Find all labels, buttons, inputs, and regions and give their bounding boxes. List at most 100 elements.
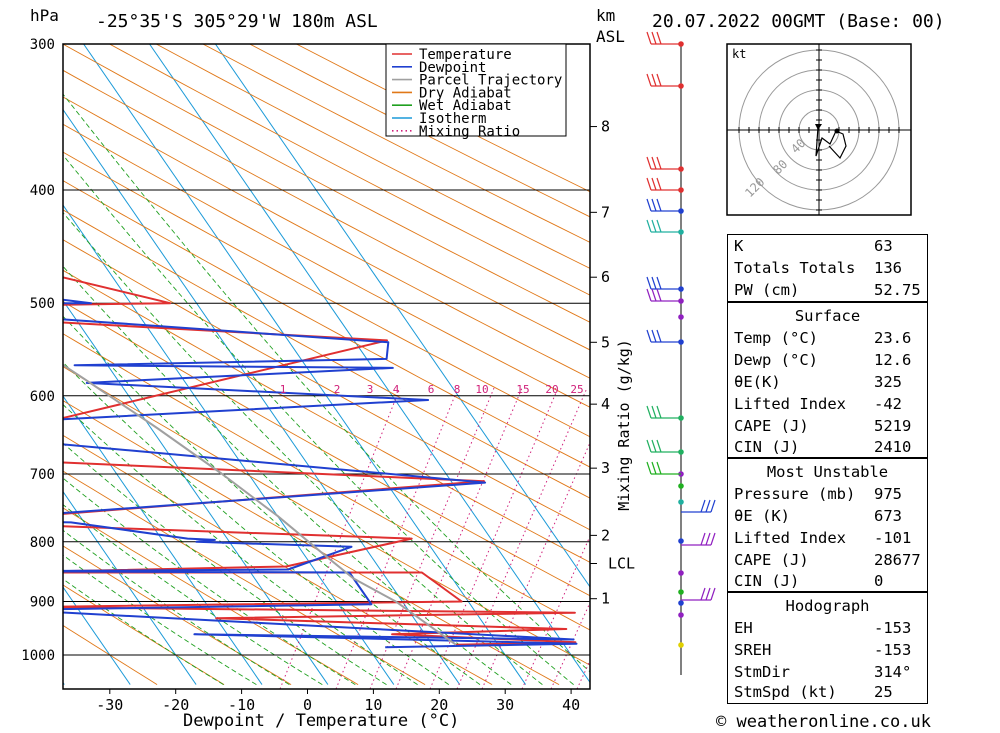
wet-adiabat-line [63,361,450,685]
index-label: PW (cm) [734,281,800,299]
wind-barb [646,73,681,87]
hodograph-marker [815,124,822,130]
wet-adiabat-line [63,93,590,673]
wet-adiabat-line [63,265,512,685]
wind-barb [646,461,681,475]
wind-level-dot [678,538,684,544]
pressure-tick-label: 800 [30,535,55,551]
hodograph-stats-value: -153 [874,641,912,659]
surface-label: θE(K) [734,373,781,391]
surface-box: Surface Temp (°C) 23.6 Dewp (°C) 12.6 θE… [727,302,928,458]
legend-label: Dewpoint [419,60,486,76]
altitude-tick-label: 7 [601,203,610,221]
altitude-tick-label: 2 [601,526,610,544]
most-unstable-label: CIN (J) [734,572,800,590]
legend-label: Temperature [419,47,512,63]
altitude-tick-label: 5 [601,333,610,351]
wind-barb [681,499,716,513]
legend-label: Parcel Trajectory [419,73,562,89]
most-unstable-value: 28677 [874,551,921,569]
isotherm-line [83,44,527,685]
wind-barb [646,31,681,45]
mixing-ratio-label: 8 [454,383,461,396]
altitude-tick-label: 4 [601,395,610,413]
dry-adiabat-line [63,366,590,666]
most-unstable-label: Lifted Index [734,529,846,547]
surface-value: 325 [874,373,902,391]
surface-label: Temp (°C) [734,329,818,347]
mixing-ratio-line [429,387,559,689]
most-unstable-label: Pressure (mb) [734,485,856,503]
wet-adiabat-line [63,154,574,685]
wind-barb [646,276,681,290]
mixing-ratio-label: 15 [516,383,529,396]
series-line-dewpoint [63,298,578,649]
dry-adiabat-line [108,44,590,296]
wet-adiabat-line [63,442,387,685]
dry-adiabat-line [63,239,590,531]
legend-label: Wet Adiabat [419,98,512,114]
wet-adiabat-line [63,529,290,685]
wet-adiabat-line [63,578,224,685]
isotherm-line [63,490,197,685]
surface-value: 12.6 [874,351,912,369]
x-tick-label: -30 [96,696,123,714]
altitude-tick-label: 8 [601,118,610,136]
wind-barb [646,219,681,233]
x-tick-label: -10 [228,696,255,714]
pressure-tick-label: 900 [30,595,55,611]
mixing-ratio-label: 10 [475,383,488,396]
wind-level-dot [678,589,684,595]
most-unstable-value: 975 [874,485,902,503]
series-line-temperature [63,276,577,646]
x-tick-label: -20 [162,696,189,714]
x-axis-title: Dewpoint / Temperature (°C) [183,711,460,731]
surface-label: CAPE (J) [734,417,809,435]
mixing-ratio-label: 1 [280,383,287,396]
plot-frame [62,43,591,690]
dry-adiabat-line [63,301,590,597]
surface-value: 5219 [874,417,912,435]
km-unit-label: km [596,6,616,25]
hodograph-stats-value: -153 [874,619,912,637]
mixing-ratio-label: 20 [545,383,558,396]
dry-adiabat-line [63,507,359,685]
mixing-ratio-label: 4 [393,383,400,396]
mixing-ratio-axis-title: Mixing Ratio (g/kg) [615,339,633,511]
legend-label: Isotherm [419,111,486,127]
dry-adiabat-line [63,180,590,468]
dry-adiabat-line [63,624,158,685]
isotherm-line [148,44,590,684]
mixing-ratio-label: 25 [570,383,583,396]
wind-barb [646,156,681,170]
dry-adiabat-line [63,584,225,685]
dry-adiabat-line [63,69,590,351]
surface-value: -42 [874,395,902,413]
copyright-link[interactable]: © weatheronline.co.uk [716,712,931,732]
wind-barb [646,329,681,343]
index-value: 52.75 [874,281,921,299]
x-tick-label: 30 [496,696,514,714]
isotherm-line [63,108,461,685]
most-unstable-title: Most Unstable [766,463,889,481]
most-unstable-box: Most Unstable Pressure (mb) 975 θE (K) 6… [727,458,928,592]
most-unstable-label: θE (K) [734,507,790,525]
legend-label: Mixing Ratio [419,124,520,140]
most-unstable-value: 0 [874,572,884,590]
dry-adiabat-line [63,96,590,379]
altitude-tick-label: 3 [601,459,610,477]
hodograph-stats-value: 314° [874,663,912,681]
hodograph-stats-label: SREH [734,641,772,659]
dry-adiabat-line [248,44,590,218]
x-tick-label: 20 [430,696,448,714]
pressure-tick-label: 500 [30,296,55,312]
indices-box: K 63 Totals Totals 136 PW (cm) 52.75 [727,234,928,302]
asl-unit-label: ASL [596,27,625,46]
index-value: 63 [874,237,893,255]
altitude-tick-label: LCL [608,554,635,572]
dry-adiabat-line [63,400,560,685]
isotherm-line [63,395,263,685]
altitude-tick-label: 1 [601,590,610,608]
wind-barb [646,288,681,302]
wind-level-dot [678,499,684,505]
